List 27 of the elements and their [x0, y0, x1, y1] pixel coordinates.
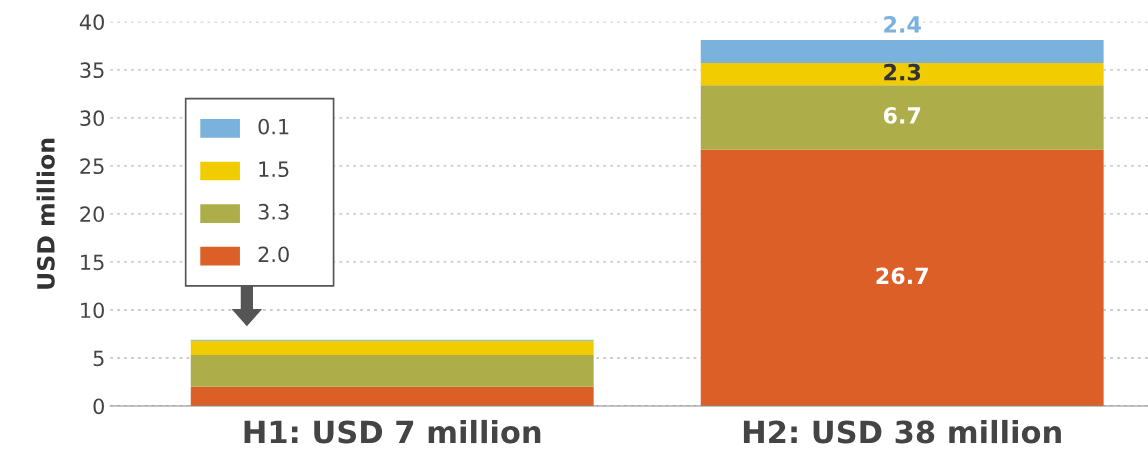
annotation: 1.5 — [259, 161, 289, 178]
y-tick-label: 0 — [93, 398, 104, 415]
y-tick-label: 15 — [81, 254, 104, 271]
y-tick-label: 40 — [79, 14, 104, 31]
data-label: 2.4 — [884, 16, 921, 33]
data-label: 6.7 — [883, 107, 921, 124]
data-label: 2.3 — [884, 63, 921, 81]
data-label: 26.7 — [876, 267, 928, 285]
y-tick-label: 5 — [93, 350, 104, 367]
bar — [700, 63, 1104, 86]
y-tick-label: 30 — [80, 110, 104, 127]
y-tick-label: 20 — [80, 206, 104, 223]
x-tick-label: H2: USD 38 million — [743, 419, 1061, 444]
bar — [190, 386, 594, 406]
bar — [700, 85, 1104, 150]
annotation: 3.3 — [258, 203, 289, 220]
bar — [700, 40, 1104, 64]
annotation: 0.1 — [258, 118, 289, 135]
y-axis-title: USD million — [36, 138, 55, 289]
annotation: 2.0 — [258, 246, 289, 263]
y-tick-label: 35 — [80, 62, 104, 79]
bar — [700, 149, 1104, 406]
bar — [190, 355, 594, 387]
bar — [190, 340, 594, 356]
x-tick-label: H1: USD 7 million — [244, 419, 541, 444]
y-tick-label: 10 — [81, 302, 104, 319]
y-tick-label: 25 — [80, 158, 104, 175]
